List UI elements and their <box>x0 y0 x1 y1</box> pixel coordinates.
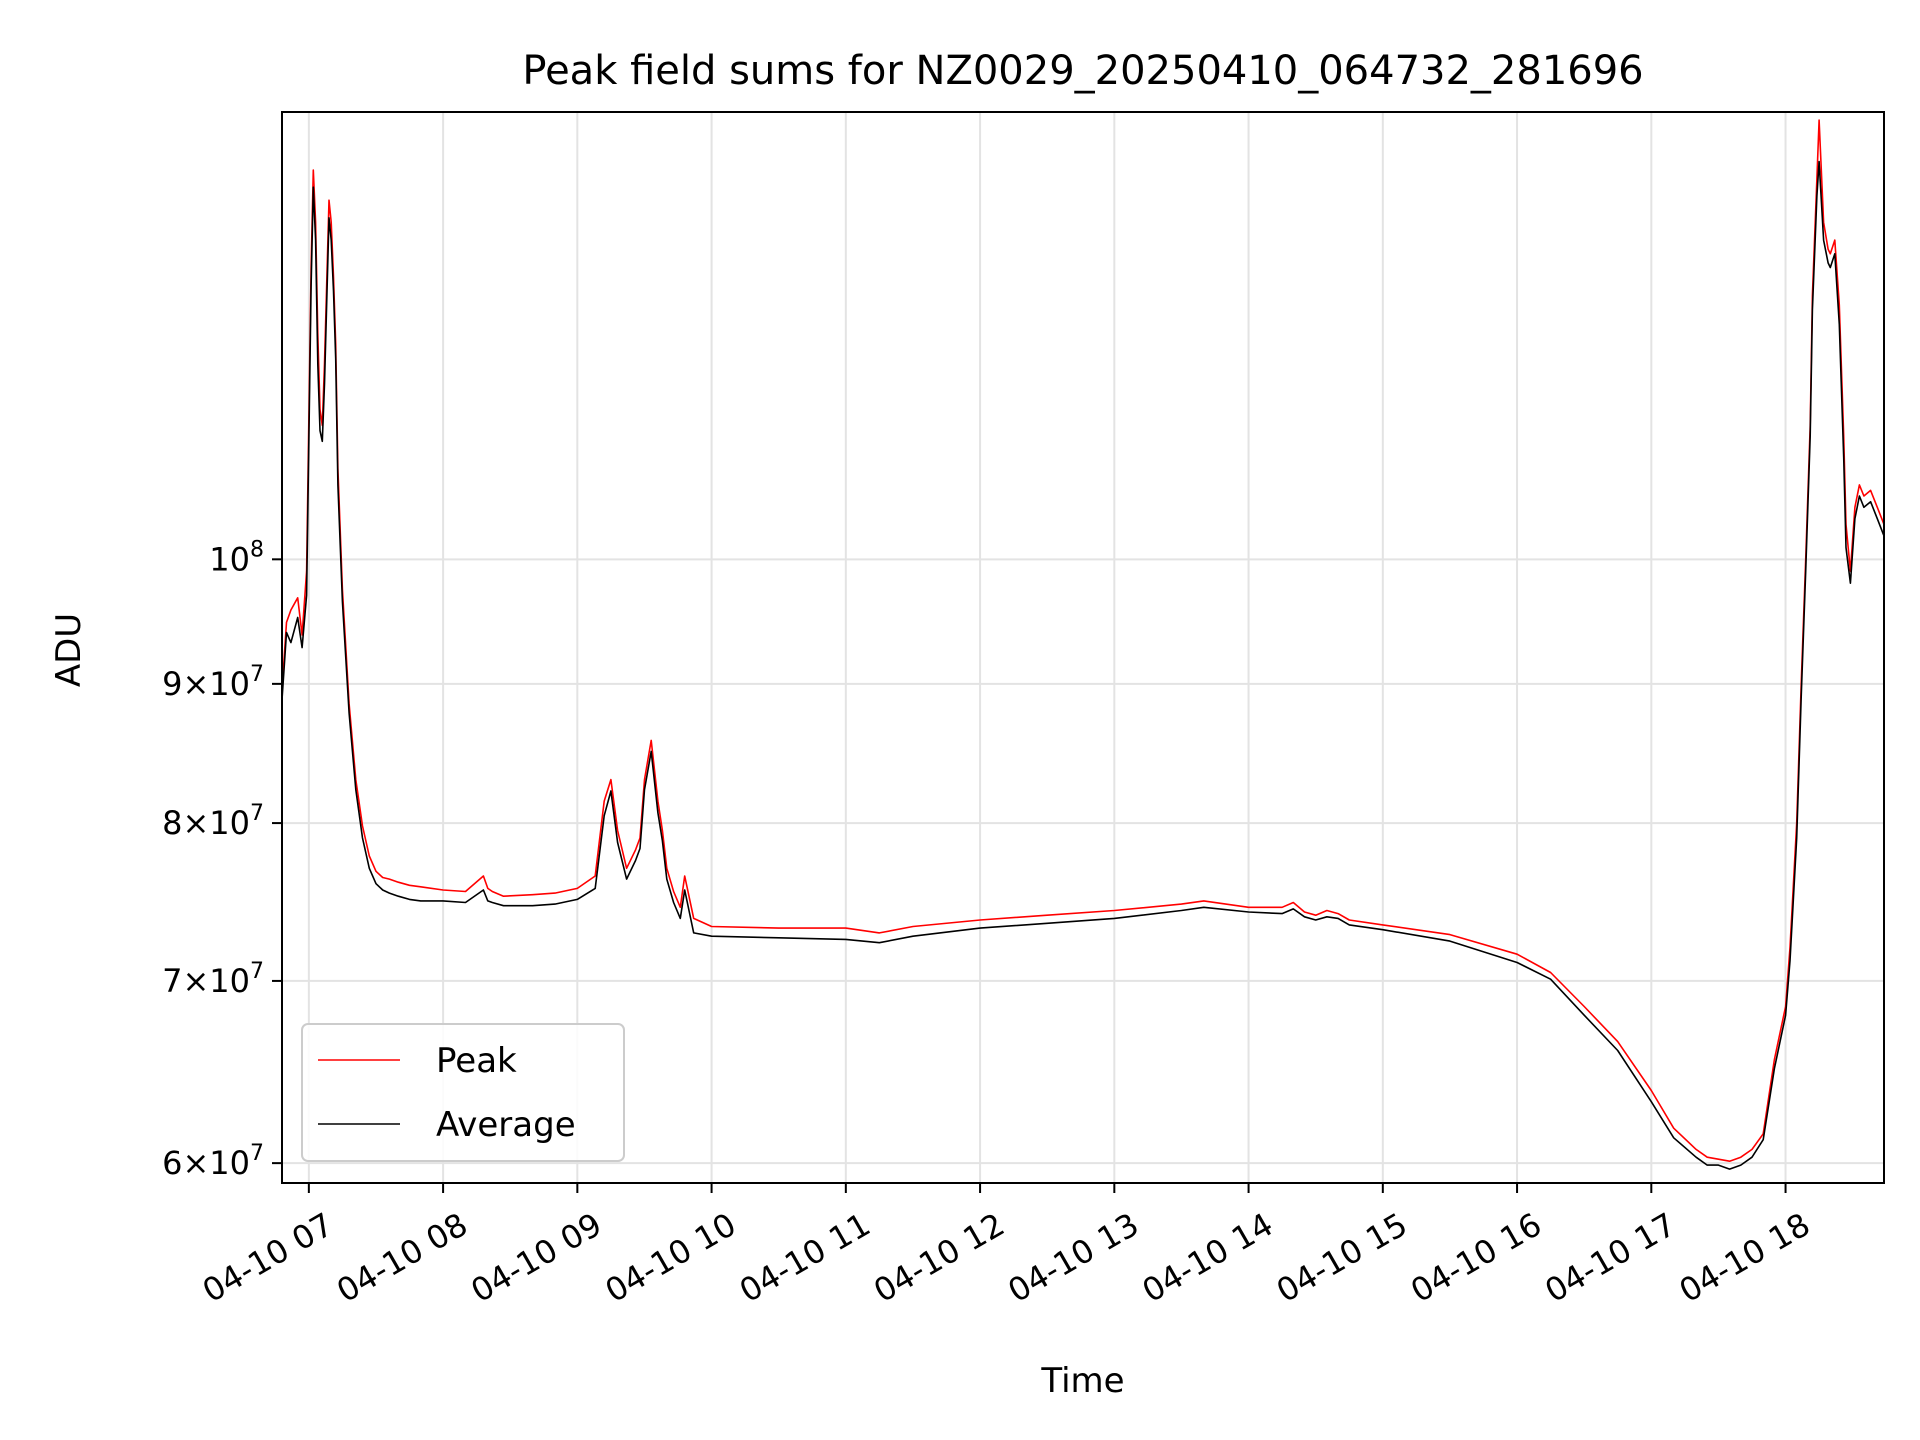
grid <box>282 112 1884 1183</box>
y-axis-label: ADU <box>49 613 89 687</box>
x-axis-label: Time <box>1040 1361 1124 1401</box>
y-tick-label-exponent: 8 <box>250 537 264 562</box>
y-tick-label-base: 6×10 <box>162 1144 250 1182</box>
series-average-line <box>281 160 1885 1170</box>
y-tick-label: 9×107 <box>162 662 264 703</box>
y-tick-label-base: 9×10 <box>162 665 250 703</box>
y-tick-label: 6×107 <box>162 1141 264 1182</box>
legend-box <box>301 1023 625 1162</box>
y-tick-label-base: 10 <box>209 540 250 578</box>
chart-title: Peak field sums for NZ0029_20250410_0647… <box>522 48 1643 94</box>
y-tick-label-exponent: 7 <box>250 801 264 826</box>
plot-frame <box>281 111 1885 1184</box>
legend: Peak Average <box>301 1023 625 1162</box>
y-tick-label: 108 <box>209 537 264 578</box>
y-tick-label: 8×107 <box>162 801 264 842</box>
y-tick-label-base: 7×10 <box>162 962 250 1000</box>
y-tick-label-exponent: 7 <box>250 662 264 687</box>
legend-label: Average <box>436 1105 576 1145</box>
y-tick-label-exponent: 7 <box>250 1141 264 1166</box>
legend-label: Peak <box>436 1041 517 1081</box>
y-tick-label-exponent: 7 <box>250 959 264 984</box>
series-layer <box>281 119 1885 1170</box>
y-tick-label: 7×107 <box>162 959 264 1000</box>
y-tick-label-base: 8×10 <box>162 804 250 842</box>
